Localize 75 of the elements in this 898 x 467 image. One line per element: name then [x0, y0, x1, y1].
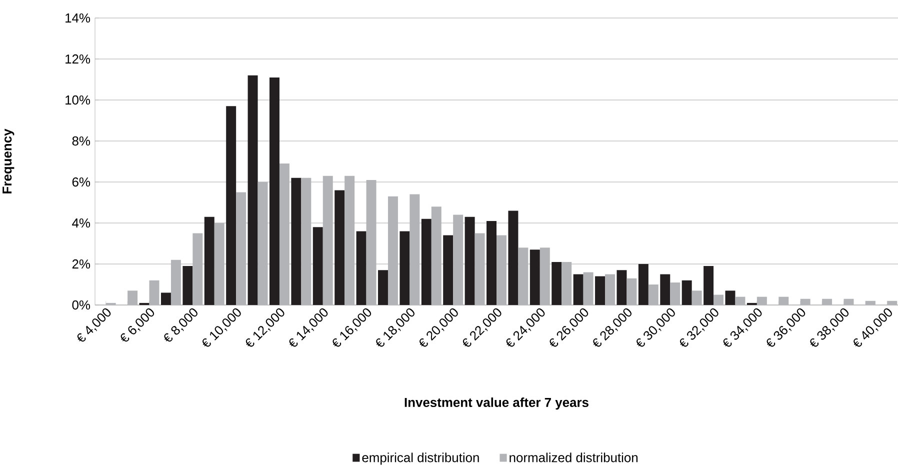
- bar: [626, 278, 637, 305]
- bar: [648, 284, 658, 305]
- bar: [660, 274, 670, 305]
- bar: [714, 294, 724, 305]
- bar: [248, 75, 258, 305]
- bar: [508, 210, 518, 305]
- bar: [486, 220, 497, 305]
- y-tick-label: 10%: [66, 95, 90, 105]
- bar: [704, 266, 714, 305]
- bar: [595, 276, 606, 305]
- bar: [562, 262, 572, 305]
- bar: [822, 298, 832, 305]
- bar: [400, 231, 410, 305]
- bar: [322, 176, 333, 305]
- y-axis-title: Frequency: [2, 128, 14, 194]
- bar: [670, 282, 680, 305]
- bar: [778, 296, 789, 305]
- y-tick-label: 14%: [66, 13, 90, 23]
- bar: [616, 270, 627, 305]
- bar: [496, 235, 506, 305]
- bar: [583, 272, 594, 305]
- bar: [844, 298, 854, 305]
- bar: [356, 231, 366, 305]
- bar: [474, 233, 485, 305]
- bar: [170, 260, 181, 305]
- bar: [388, 196, 398, 305]
- bar: [865, 300, 876, 305]
- bar: [540, 248, 550, 305]
- bar: [682, 280, 692, 305]
- bar: [573, 274, 584, 305]
- bar: [258, 182, 268, 305]
- bar: [410, 194, 420, 305]
- bar: [692, 290, 702, 305]
- bar: [378, 270, 388, 305]
- y-tick-label: 8%: [72, 136, 90, 146]
- bar: [301, 178, 312, 305]
- y-tick-label: 2%: [72, 259, 90, 269]
- bar: [518, 248, 528, 305]
- bar: [887, 300, 898, 305]
- bar: [552, 262, 562, 305]
- bar: [638, 264, 648, 305]
- bar: [192, 233, 203, 305]
- bar: [725, 290, 736, 305]
- bar: [344, 176, 355, 305]
- bar: [464, 216, 475, 305]
- y-tick-label: 12%: [66, 54, 90, 64]
- bar: [291, 178, 302, 305]
- y-tick-label: 6%: [72, 177, 90, 187]
- legend-label: empirical distribution: [362, 452, 479, 465]
- bar: [605, 274, 616, 305]
- bar: [334, 190, 345, 305]
- bar: [226, 106, 236, 305]
- bar: [182, 266, 193, 305]
- bar: [443, 235, 454, 305]
- bar: [421, 218, 432, 305]
- bar: [160, 292, 171, 305]
- bar: [312, 227, 323, 305]
- bar: [453, 214, 464, 305]
- bar: [128, 290, 138, 305]
- bar: [530, 250, 540, 305]
- legend-label: normalized distribution: [510, 452, 638, 462]
- bar: [431, 206, 442, 305]
- bar: [800, 298, 810, 305]
- bar: [214, 223, 224, 305]
- y-tick-label: 4%: [72, 218, 90, 228]
- y-tick-label: 0%: [72, 300, 90, 310]
- bar: [236, 192, 246, 305]
- bar: [269, 77, 280, 305]
- x-axis-title: Investment value after 7 years: [404, 398, 588, 410]
- bar: [735, 296, 746, 305]
- bar: [149, 280, 160, 305]
- bar: [756, 296, 767, 305]
- bar: [204, 216, 214, 305]
- bar: [279, 164, 290, 305]
- bar: [366, 180, 376, 305]
